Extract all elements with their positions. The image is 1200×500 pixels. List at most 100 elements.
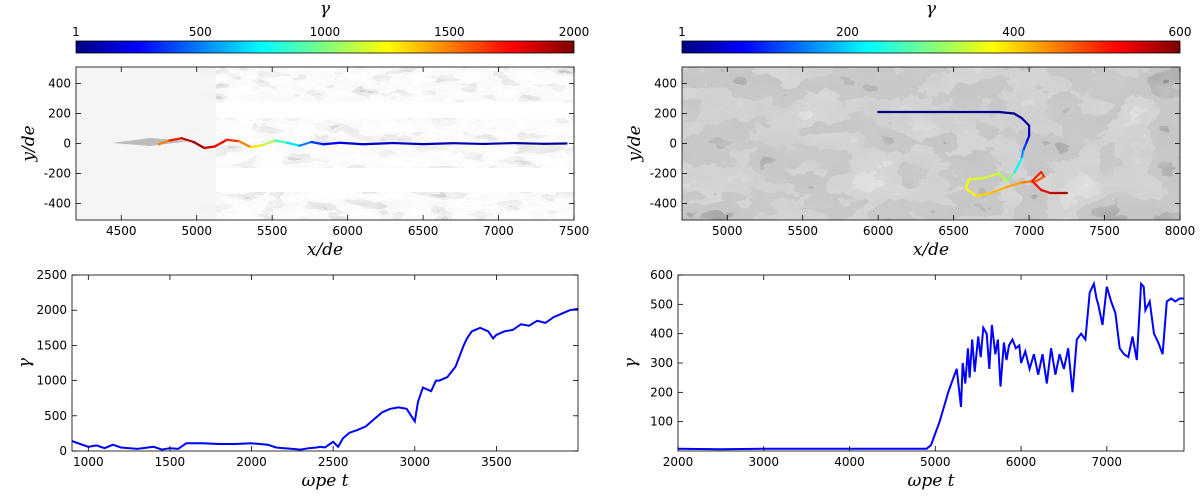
y-tick-label: 0 (669, 137, 677, 151)
y-axis-label: y/de (19, 125, 39, 162)
trajectory-segment (157, 139, 171, 146)
y-tick-label: 0 (63, 137, 71, 151)
x-axis-label: x/de (913, 240, 949, 260)
x-tick-label: 5000 (712, 224, 743, 238)
trajectory-segment (1012, 157, 1023, 175)
x-tick-label: 2000 (236, 455, 267, 469)
turbulent-density (682, 67, 1180, 220)
colorbar-tick-label: 200 (836, 25, 859, 39)
y-tick-label: 400 (654, 77, 677, 91)
y-tick-label: 600 (650, 268, 673, 282)
density-upper-band (200, 67, 574, 102)
trajectory-segment (452, 142, 485, 146)
colorbar-gradient (681, 40, 1181, 54)
trajectory-segment (213, 138, 229, 148)
trajectory-segment (168, 137, 183, 142)
colorbar-tick-label: 2000 (559, 25, 590, 39)
y-axis-label: γ (15, 357, 35, 368)
y-tick-label: 2500 (36, 268, 67, 282)
trajectory-segment (482, 141, 515, 146)
gamma-series-line (678, 280, 1184, 451)
y-tick-label: 300 (650, 356, 673, 370)
trajectory-segment (298, 140, 313, 147)
trajectory-segment (1012, 112, 1023, 120)
trajectory-segment (1005, 172, 1016, 183)
trajectory-segment (1020, 179, 1038, 184)
x-tick-label: 7500 (559, 224, 590, 238)
x-tick-label: 4000 (834, 455, 865, 469)
y-tick-label: -200 (44, 167, 71, 181)
colorbar-top-right: γ 1 200 400 600 (678, 0, 1192, 54)
density-lower-band (200, 192, 574, 220)
y-tick-label: 100 (650, 415, 673, 429)
trajectory-segment (310, 140, 325, 146)
y-tick-label: -400 (44, 197, 71, 211)
x-tick-label: 6000 (1006, 455, 1037, 469)
y-tick-label: 500 (44, 409, 67, 423)
x-tick-label: 5000 (920, 455, 951, 469)
x-axis-label: ωpe t (301, 471, 348, 491)
axes-frame-bottom-left (71, 274, 579, 452)
y-tick-label: 400 (650, 327, 673, 341)
colorbar-tick-label: 1000 (310, 25, 341, 39)
axes-frame-bottom-right (677, 274, 1185, 452)
panel-top-right: γ 1 200 400 600 5000 5500 6000 6500 7000 7500 800… (625, 0, 1195, 260)
x-tick-label: 5000 (181, 224, 212, 238)
trajectory-top-left (157, 137, 568, 150)
y-tick-label: 1000 (36, 374, 67, 388)
panel-top-left: γ 1 500 1000 1500 2000 4500 5000 5500 6000 6500 7… (19, 0, 589, 260)
y-tick-label: 500 (650, 297, 673, 311)
trajectory-segment (1005, 181, 1023, 189)
trajectory-segment (1031, 179, 1043, 192)
trajectory-segment (361, 141, 395, 146)
colorbar-tick-label: 600 (1169, 25, 1192, 39)
panel-bottom-right: 2000 3000 4000 5000 6000 7000 100 200 300 400 500 6… (621, 268, 1185, 491)
trajectory-segment (237, 140, 253, 149)
trajectory-segment (1020, 149, 1025, 160)
trajectory-segment (322, 141, 342, 146)
trajectory-segment (338, 141, 364, 146)
colorbar-label: γ (320, 0, 331, 19)
trajectory-segment (967, 176, 985, 181)
x-tick-label: 7000 (483, 224, 514, 238)
x-tick-label: 1000 (73, 455, 104, 469)
y-tick-label: 0 (59, 444, 67, 458)
x-tick-label: 6000 (332, 224, 363, 238)
trajectory-segment (203, 145, 216, 150)
x-tick-label: 2500 (318, 455, 349, 469)
colorbar-tick-label: 500 (189, 25, 212, 39)
x-tick-label: 6500 (408, 224, 439, 238)
x-axis-label: x/de (307, 240, 343, 260)
trajectory-segment (1031, 170, 1043, 183)
trajectory-segment (964, 178, 970, 190)
y-tick-label: 200 (654, 107, 677, 121)
image-top-left (76, 67, 574, 220)
colorbar-tick-label: 1 (678, 25, 686, 39)
trajectory-segment (990, 185, 1008, 195)
trajectory-segment (274, 139, 289, 144)
trajectory-segment (982, 172, 1001, 180)
colorbar-tick-label: 1 (72, 25, 80, 39)
trajectory-segment (1024, 134, 1031, 145)
x-tick-label: 3500 (481, 455, 512, 469)
x-tick-label: 2000 (663, 455, 694, 469)
trajectory-segment (391, 141, 425, 146)
y-axis-label: γ (621, 357, 641, 368)
trajectory-segment (964, 187, 978, 198)
y-tick-label: -400 (650, 197, 677, 211)
y-tick-label: -200 (650, 167, 677, 181)
panel-bottom-left: 1000 1500 2000 2500 3000 3500 0 500 1000 1500 2000… (15, 268, 579, 491)
trajectory-segment (225, 138, 241, 143)
colorbar-top-left: γ 1 500 1000 1500 2000 (72, 0, 590, 54)
trajectory-segment (1035, 175, 1046, 183)
x-tick-label: 5500 (257, 224, 288, 238)
gamma-series-line (72, 307, 578, 451)
x-tick-label: 6500 (938, 224, 969, 238)
y-tick-label: 200 (48, 107, 71, 121)
trajectory-segment (262, 139, 277, 147)
x-tick-label: 3000 (748, 455, 779, 469)
trajectory-segment (1021, 142, 1028, 153)
x-tick-label: 7000 (1014, 224, 1045, 238)
x-tick-label: 7500 (1089, 224, 1120, 238)
